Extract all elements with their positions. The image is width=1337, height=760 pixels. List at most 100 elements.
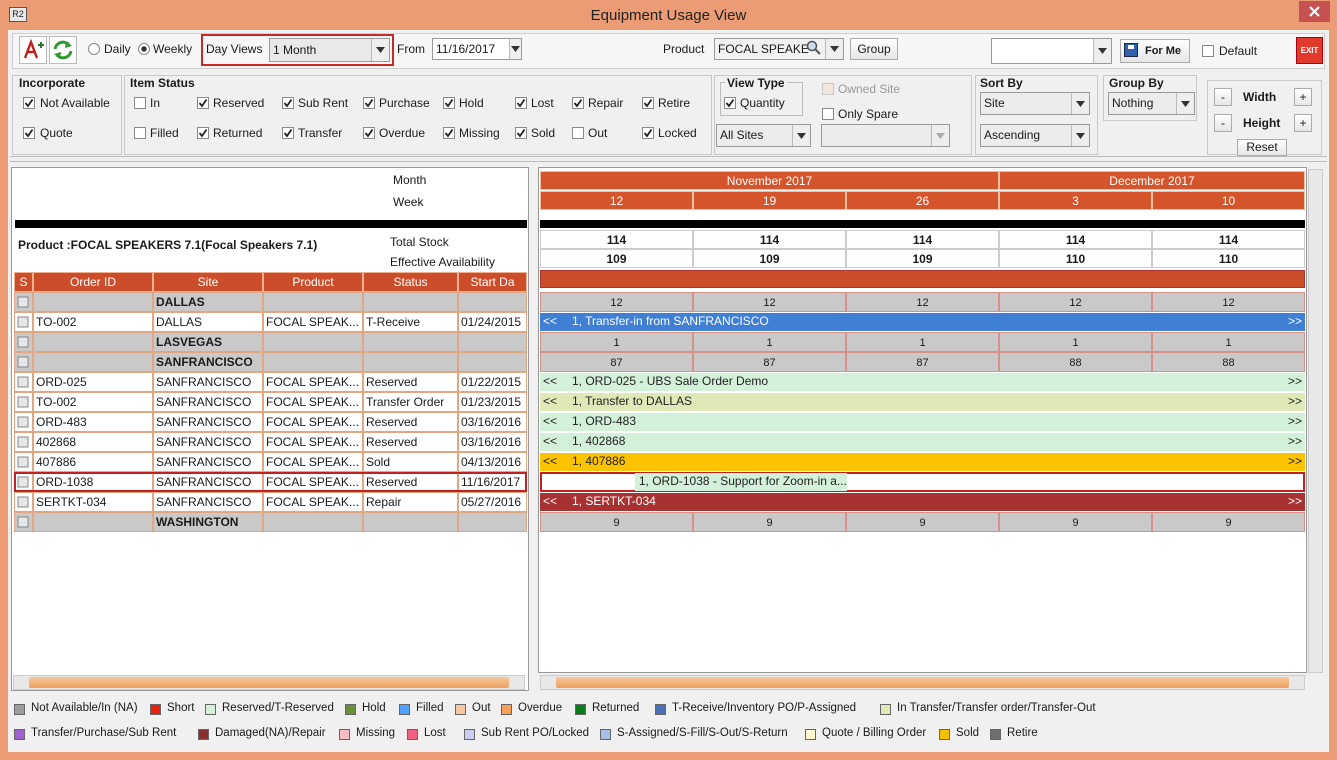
checkbox[interactable] — [572, 127, 584, 139]
checkbox[interactable] — [363, 97, 375, 109]
checkbox[interactable] — [572, 97, 584, 109]
row-cell[interactable]: SANFRANCISCO — [153, 372, 263, 392]
group-cell[interactable] — [263, 352, 363, 372]
font-button[interactable] — [19, 36, 47, 64]
checkbox[interactable] — [363, 127, 375, 139]
column-header[interactable]: Start Da — [458, 272, 527, 292]
row-cell[interactable]: Reserved — [363, 372, 458, 392]
group-cell[interactable] — [33, 512, 153, 532]
row-cell[interactable]: FOCAL SPEAK... — [263, 432, 363, 452]
usage-bar[interactable]: 1, 407886 << >> — [540, 453, 1305, 471]
group-cell[interactable] — [458, 352, 527, 372]
column-header[interactable]: Site — [153, 272, 263, 292]
radio[interactable] — [88, 43, 100, 55]
checkbox-label[interactable]: Out — [588, 126, 608, 140]
row-cell[interactable]: SANFRANCISCO — [153, 432, 263, 452]
row-cell[interactable]: SANFRANCISCO — [153, 412, 263, 432]
row-cell[interactable]: T-Receive — [363, 312, 458, 332]
checkbox[interactable] — [134, 127, 146, 139]
usage-bar[interactable]: 1, SERTKT-034 << >> — [540, 493, 1305, 511]
checkbox[interactable] — [724, 97, 736, 109]
day-views-combo[interactable]: 1 Month — [269, 38, 390, 62]
checkbox[interactable] — [515, 127, 527, 139]
row-select[interactable] — [14, 452, 33, 472]
group-cell[interactable] — [263, 292, 363, 312]
row-cell[interactable]: 402868 — [33, 432, 153, 452]
sort-order-combo[interactable]: Ascending — [980, 124, 1090, 147]
product-combo[interactable]: FOCAL SPEAKE — [714, 38, 844, 60]
minus-button[interactable]: - — [1214, 88, 1232, 106]
checkbox[interactable] — [822, 108, 834, 120]
row-cell[interactable]: SANFRANCISCO — [153, 492, 263, 512]
row-cell[interactable]: FOCAL SPEAK... — [263, 392, 363, 412]
group-cell[interactable]: SANFRANCISCO — [153, 352, 263, 372]
exit-button[interactable]: EXIT — [1296, 37, 1323, 64]
radio-label[interactable]: Daily — [104, 42, 131, 56]
group-cell[interactable] — [363, 332, 458, 352]
row-cell[interactable]: 03/16/2016 — [458, 432, 527, 452]
checkbox[interactable] — [197, 97, 209, 109]
checkbox-label[interactable]: Repair — [588, 96, 624, 110]
group-cell[interactable] — [458, 292, 527, 312]
group-cell[interactable] — [33, 352, 153, 372]
usage-bar[interactable]: 1, Transfer-in from SANFRANCISCO << >> — [540, 313, 1305, 331]
checkbox-label[interactable]: Reserved — [213, 96, 265, 110]
row-select[interactable] — [14, 492, 33, 512]
row-cell[interactable]: 11/16/2017 — [458, 472, 527, 492]
row-cell[interactable]: FOCAL SPEAK... — [263, 452, 363, 472]
row-cell[interactable]: DALLAS — [153, 312, 263, 332]
group-cell[interactable] — [33, 332, 153, 352]
checkbox-label[interactable]: Only Spare — [838, 107, 899, 121]
row-select[interactable] — [14, 292, 33, 312]
row-cell[interactable]: 407886 — [33, 452, 153, 472]
spare-combo[interactable] — [821, 124, 950, 147]
row-cell[interactable]: SERTKT-034 — [33, 492, 153, 512]
column-header[interactable]: Product — [263, 272, 363, 292]
group-cell[interactable]: LASVEGAS — [153, 332, 263, 352]
close-button[interactable] — [1299, 1, 1330, 22]
checkbox[interactable] — [443, 97, 455, 109]
checkbox[interactable] — [282, 127, 294, 139]
checkbox[interactable] — [515, 97, 527, 109]
usage-bar[interactable]: 1, ORD-483 << >> — [540, 413, 1305, 431]
row-cell[interactable]: 01/23/2015 — [458, 392, 527, 412]
row-select[interactable] — [14, 392, 33, 412]
row-cell[interactable]: Reserved — [363, 412, 458, 432]
checkbox[interactable] — [443, 127, 455, 139]
checkbox-label[interactable]: Lost — [531, 96, 554, 110]
row-select[interactable] — [14, 512, 33, 532]
group-cell[interactable]: WASHINGTON — [153, 512, 263, 532]
radio[interactable] — [138, 43, 150, 55]
group-button[interactable]: Group — [850, 38, 898, 60]
row-select[interactable] — [14, 312, 33, 332]
checkbox[interactable] — [134, 97, 146, 109]
row-cell[interactable]: FOCAL SPEAK... — [263, 492, 363, 512]
row-cell[interactable]: 04/13/2016 — [458, 452, 527, 472]
checkbox-label[interactable]: Transfer — [298, 126, 343, 140]
radio-label[interactable]: Weekly — [153, 42, 193, 56]
row-cell[interactable]: Repair — [363, 492, 458, 512]
row-cell[interactable]: Sold — [363, 452, 458, 472]
checkbox[interactable] — [23, 127, 35, 139]
plus-button[interactable]: + — [1294, 88, 1312, 106]
v-scrollbar[interactable] — [1308, 169, 1323, 673]
usage-bar[interactable]: 1, ORD-1038 - Support for Zoom-in a... — [634, 473, 847, 491]
checkbox-label[interactable]: Hold — [459, 96, 484, 110]
plus-button[interactable]: + — [1294, 114, 1312, 132]
column-header[interactable]: S — [14, 272, 33, 292]
row-cell[interactable]: 01/24/2015 — [458, 312, 527, 332]
checkbox-label[interactable]: Overdue — [379, 126, 426, 140]
row-cell[interactable]: 05/27/2016 — [458, 492, 527, 512]
sort-field-combo[interactable]: Site — [980, 92, 1090, 115]
checkbox[interactable] — [642, 97, 654, 109]
group-cell[interactable] — [263, 332, 363, 352]
default-check[interactable] — [1202, 45, 1214, 57]
minus-button[interactable]: - — [1214, 114, 1232, 132]
group-cell[interactable] — [458, 332, 527, 352]
checkbox[interactable] — [23, 97, 35, 109]
checkbox-label[interactable]: Sold — [531, 126, 556, 140]
group-cell[interactable] — [363, 292, 458, 312]
checkbox-label[interactable]: Not Available — [40, 96, 110, 110]
column-header[interactable]: Status — [363, 272, 458, 292]
row-cell[interactable]: TO-002 — [33, 392, 153, 412]
